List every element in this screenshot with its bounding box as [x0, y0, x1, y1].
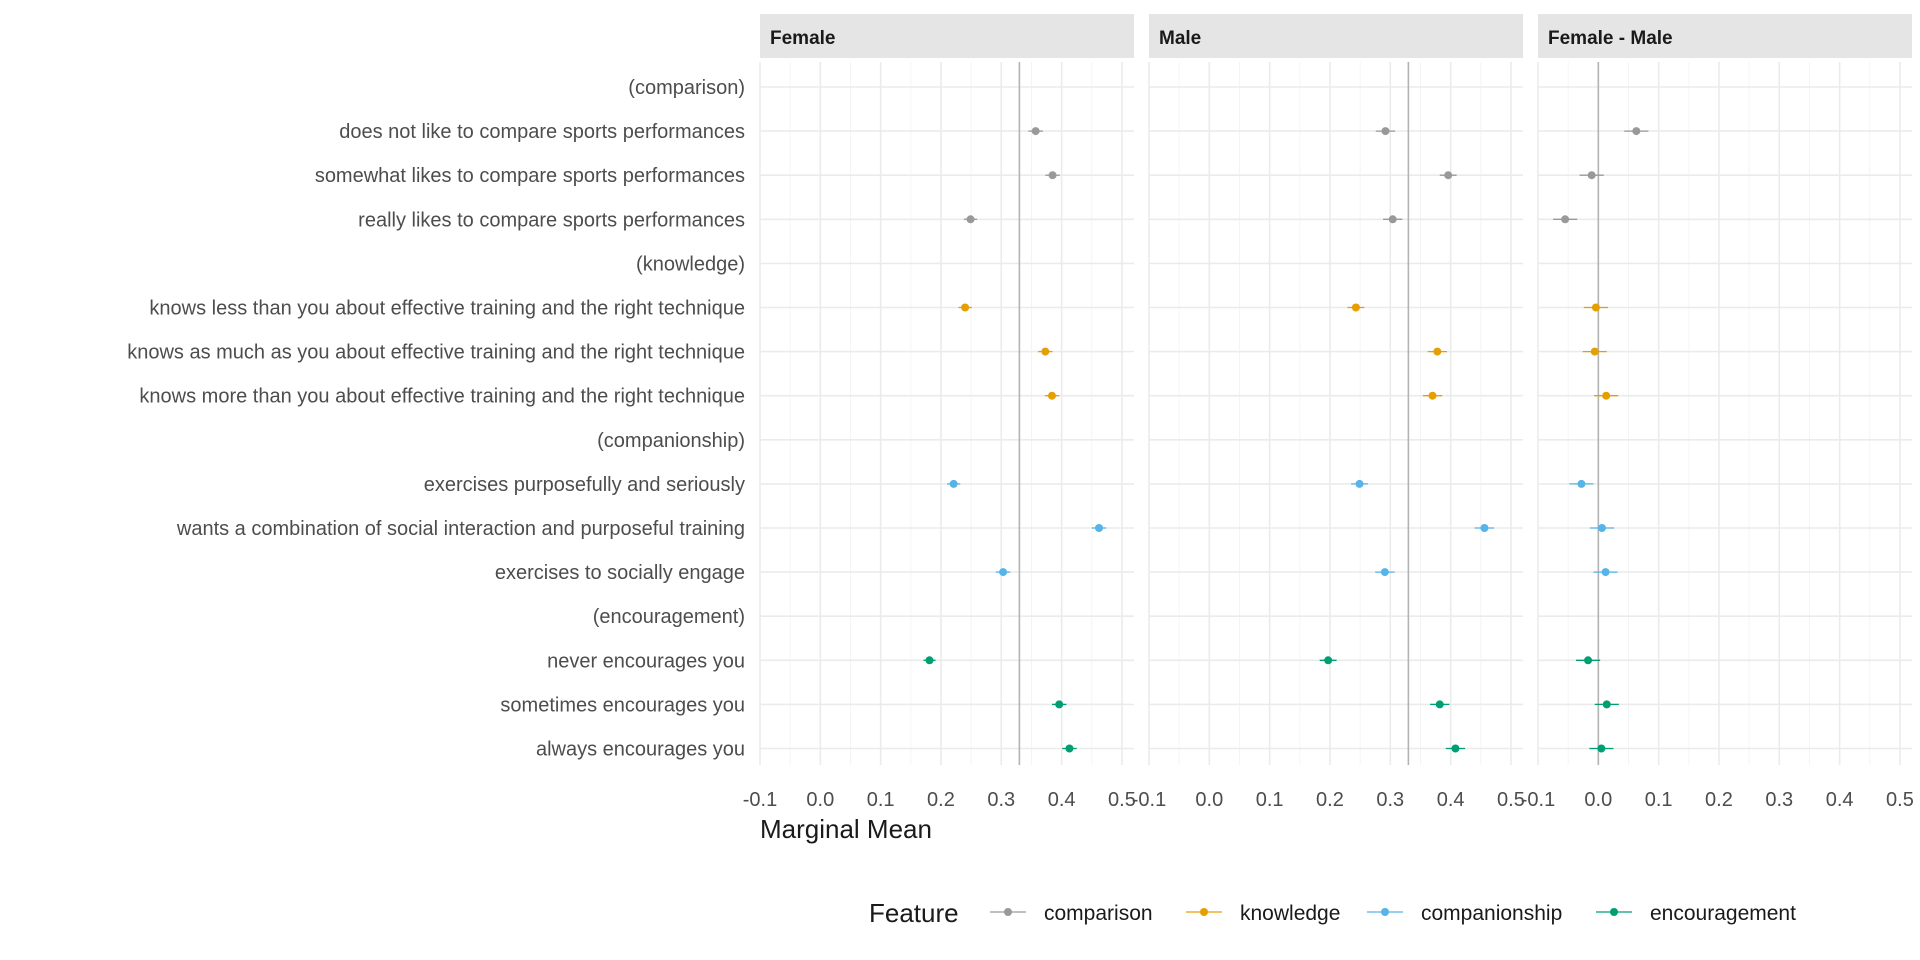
row-label: somewhat likes to compare sports perform… — [315, 165, 745, 187]
data-point — [1590, 347, 1599, 356]
row-group-label: (encouragement) — [593, 606, 745, 628]
legend-title: Feature — [869, 898, 959, 928]
legend-key-point — [1200, 908, 1208, 916]
legend-key-point — [1381, 908, 1389, 916]
legend-label: comparison — [1044, 902, 1153, 925]
data-point — [1444, 171, 1453, 180]
row-label: exercises to socially engage — [495, 562, 745, 584]
row-label: sometimes encourages you — [500, 694, 745, 716]
data-point — [1351, 303, 1360, 312]
x-tick-label: 0.4 — [1437, 789, 1465, 811]
data-point — [949, 479, 958, 488]
data-point — [1041, 347, 1050, 356]
data-point — [1602, 391, 1611, 400]
legend-item-comparison: comparison — [990, 902, 1153, 925]
data-point — [1451, 744, 1460, 753]
panel-title: Male — [1159, 28, 1201, 49]
data-point — [1065, 744, 1074, 753]
data-point — [1433, 347, 1442, 356]
row-label: always encourages you — [536, 739, 745, 761]
panel-1: Male -0.1 0.0 0.1 0.2 0.3 0.4 0.5 — [1132, 14, 1525, 811]
panel-strip — [1538, 14, 1912, 58]
x-tick-label: -0.1 — [743, 789, 777, 811]
legend: Feature comparison knowledge companionship e… — [869, 898, 1796, 928]
data-point — [1388, 215, 1397, 224]
row-label: knows less than you about effective trai… — [149, 298, 745, 320]
data-point — [1428, 391, 1437, 400]
data-point — [961, 303, 970, 312]
x-tick-label: 0.3 — [1376, 789, 1404, 811]
data-point — [1048, 171, 1057, 180]
row-label: never encourages you — [547, 650, 745, 672]
row-group-label: (companionship) — [597, 430, 745, 452]
data-point — [1597, 744, 1606, 753]
x-axis-label: Marginal Mean — [760, 814, 932, 844]
legend-label: companionship — [1421, 902, 1562, 925]
data-point — [1591, 303, 1600, 312]
x-tick-label: 0.3 — [1765, 789, 1793, 811]
data-point — [1055, 700, 1064, 709]
data-point — [1601, 568, 1610, 577]
legend-key-point — [1004, 908, 1012, 916]
x-tick-label: 0.4 — [1826, 789, 1854, 811]
x-tick-label: 0.2 — [1316, 789, 1344, 811]
x-tick-label: 0.1 — [1645, 789, 1673, 811]
data-point — [1381, 127, 1390, 136]
panel-strip — [1149, 14, 1523, 58]
data-point — [1380, 568, 1389, 577]
x-tick-label: 0.2 — [1705, 789, 1733, 811]
panel-strip — [760, 14, 1134, 58]
row-label: wants a combination of social interactio… — [176, 518, 745, 540]
x-tick-label: 0.1 — [867, 789, 895, 811]
data-point — [1355, 479, 1364, 488]
panel-title: Female - Male — [1548, 28, 1673, 49]
row-label: exercises purposefully and seriously — [424, 474, 745, 496]
row-group-label: (comparison) — [628, 77, 745, 99]
x-tick-label: 0.0 — [1584, 789, 1612, 811]
data-point — [999, 568, 1008, 577]
legend-item-companionship: companionship — [1367, 902, 1562, 925]
x-tick-label: -0.1 — [1521, 789, 1555, 811]
data-point — [1584, 656, 1593, 665]
x-tick-label: 0.0 — [1195, 789, 1223, 811]
row-label: does not like to compare sports performa… — [339, 121, 745, 143]
x-tick-label: 0.3 — [987, 789, 1015, 811]
x-tick-label: 0.5 — [1497, 789, 1525, 811]
legend-item-encouragement: encouragement — [1596, 902, 1796, 925]
data-point — [1435, 700, 1444, 709]
row-label: knows more than you about effective trai… — [139, 386, 745, 408]
data-point — [1031, 127, 1040, 136]
data-point — [1324, 656, 1333, 665]
x-tick-label: 0.1 — [1256, 789, 1284, 811]
x-tick-label: 0.2 — [927, 789, 955, 811]
legend-label: encouragement — [1650, 902, 1796, 925]
legend-key-point — [1610, 908, 1618, 916]
x-tick-label: -0.1 — [1132, 789, 1166, 811]
data-point — [1095, 524, 1104, 532]
panel-2: Female - Male -0.1 0.0 0.1 0.2 0.3 0.4 0.5 — [1521, 14, 1914, 811]
row-label: really likes to compare sports performan… — [358, 209, 745, 231]
data-point — [1480, 524, 1489, 532]
panel-0: Female -0.1 0.0 0.1 0.2 0.3 0.4 0.5 — [743, 14, 1136, 811]
data-point — [966, 215, 975, 224]
legend-label: knowledge — [1240, 902, 1340, 925]
row-group-label: (knowledge) — [636, 253, 745, 275]
legend-item-knowledge: knowledge — [1186, 902, 1340, 925]
x-tick-label: 0.4 — [1048, 789, 1076, 811]
panel-title: Female — [770, 28, 835, 49]
x-tick-label: 0.0 — [806, 789, 834, 811]
data-point — [1632, 127, 1641, 136]
x-tick-label: 0.5 — [1886, 789, 1914, 811]
data-point — [1561, 215, 1570, 224]
data-point — [1587, 171, 1596, 180]
row-label: knows as much as you about effective tra… — [127, 342, 745, 364]
data-point — [1602, 700, 1611, 709]
data-point — [1597, 524, 1606, 532]
data-point — [1577, 479, 1586, 488]
data-point — [925, 656, 934, 665]
data-point — [1047, 391, 1056, 400]
x-tick-label: 0.5 — [1108, 789, 1136, 811]
